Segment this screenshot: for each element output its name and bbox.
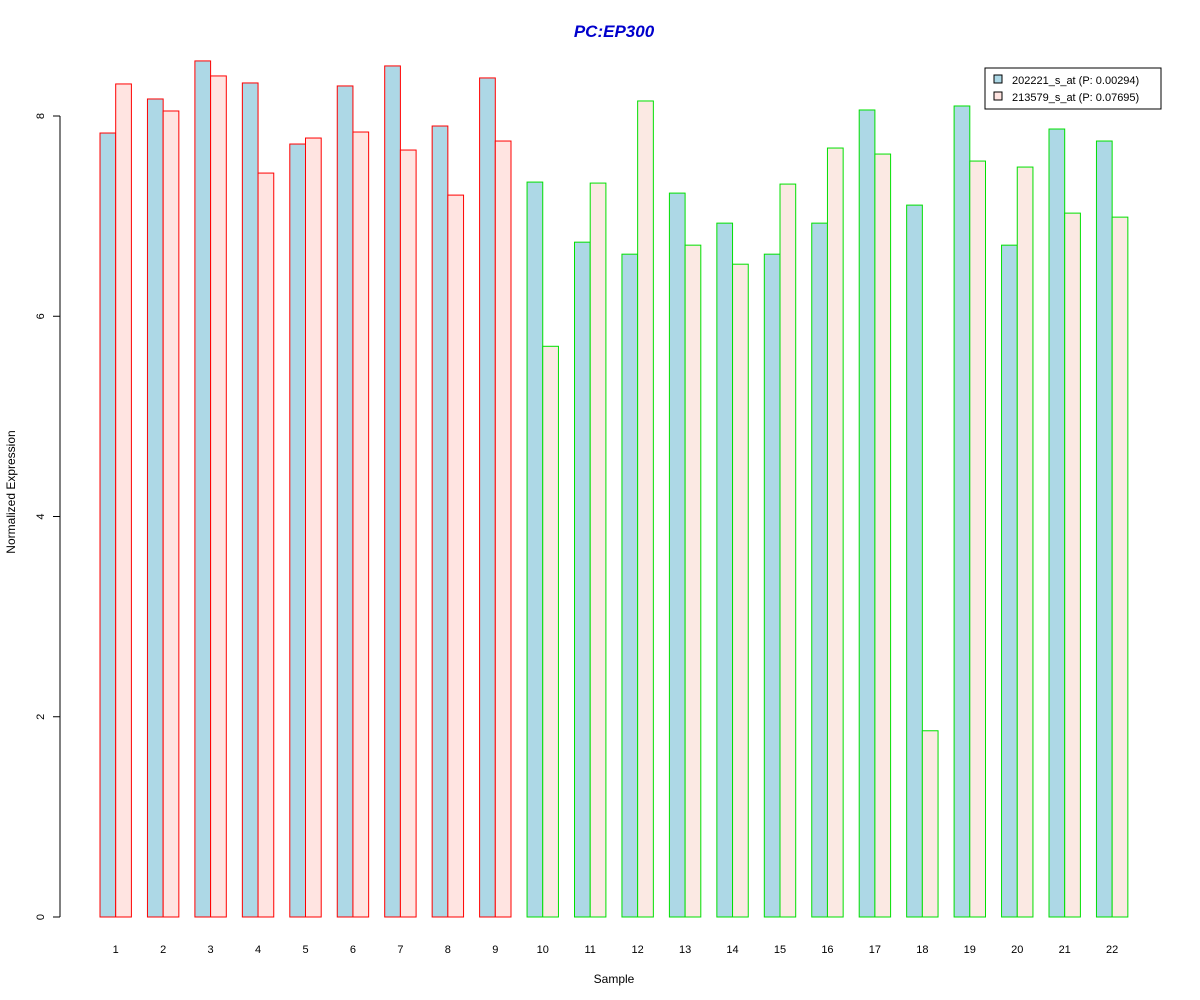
bar-s1-sample-9 [479, 77, 496, 918]
bar-s2-sample-2 [162, 110, 180, 918]
bar-s1-sample-7 [384, 65, 401, 918]
y-axis: 0 2 4 6 8 [35, 113, 61, 920]
bar-s2-sample-17 [874, 153, 892, 918]
y-tick-label: 8 [35, 113, 47, 119]
y-axis-label: Normalized Expression [4, 430, 18, 553]
x-tick-label: 7 [397, 944, 403, 956]
x-tick-label: 18 [916, 944, 928, 956]
bar-s2-sample-1 [115, 83, 132, 918]
y-tick-label: 4 [35, 513, 47, 519]
bar-s1-sample-16 [811, 222, 828, 918]
bar-s2-sample-8 [447, 194, 465, 918]
x-tick-label: 1 [113, 944, 119, 956]
x-axis-tick-labels: 1 2 3 4 5 6 7 8 9 10 11 12 13 14 15 16 17 18 19 20 21 22 [113, 944, 1119, 956]
bar-s1-sample-19 [953, 105, 971, 918]
bars-group [99, 60, 1129, 918]
bar-s2-sample-12 [637, 100, 654, 918]
bar-s2-sample-15 [779, 183, 797, 918]
x-tick-label: 21 [1059, 944, 1071, 956]
bar-s2-sample-11 [589, 182, 607, 918]
bar-s1-sample-5 [289, 143, 306, 918]
x-tick-label: 14 [726, 944, 738, 956]
bar-s1-sample-1 [99, 132, 117, 918]
bar-s2-sample-3 [210, 75, 227, 918]
bar-s2-sample-21 [1064, 212, 1081, 918]
x-tick-label: 22 [1106, 944, 1118, 956]
bar-s2-sample-6 [352, 131, 370, 918]
legend-box [984, 67, 1162, 110]
x-tick-label: 8 [445, 944, 451, 956]
legend-swatch-1 [993, 74, 1003, 84]
bar-s1-sample-14 [716, 222, 734, 918]
bar-s2-sample-16 [826, 147, 844, 918]
x-tick-label: 19 [964, 944, 976, 956]
x-tick-label: 20 [1011, 944, 1023, 956]
bar-s2-sample-20 [1016, 166, 1034, 918]
y-tick-label: 2 [35, 714, 47, 720]
bar-s1-sample-3 [194, 60, 212, 918]
bar-s2-sample-9 [494, 140, 512, 918]
legend: 202221_s_at (P: 0.00294) 213579_s_at (P:… [984, 67, 1162, 110]
y-tick-label: 6 [35, 313, 47, 319]
bar-s2-sample-5 [305, 137, 322, 918]
bar-s1-sample-15 [763, 253, 781, 918]
chart-title: PC:EP300 [574, 22, 655, 41]
bar-s1-sample-18 [906, 204, 923, 918]
x-tick-label: 15 [774, 944, 786, 956]
bar-s1-sample-13 [668, 192, 686, 918]
bar-s1-sample-6 [336, 85, 354, 918]
x-tick-label: 10 [537, 944, 549, 956]
x-tick-label: 2 [160, 944, 166, 956]
y-tick-label: 0 [35, 914, 47, 920]
bar-s2-sample-22 [1111, 216, 1129, 918]
bar-s2-sample-10 [542, 345, 559, 918]
bar-s1-sample-20 [1001, 244, 1018, 918]
bar-s1-sample-10 [526, 181, 544, 918]
bar-s1-sample-21 [1048, 128, 1066, 918]
bar-s2-sample-19 [969, 160, 986, 918]
x-tick-label: 9 [492, 944, 498, 956]
bar-s1-sample-11 [574, 241, 591, 918]
bar-s1-sample-22 [1095, 140, 1113, 918]
bar-s1-sample-17 [858, 109, 876, 918]
x-tick-label: 4 [255, 944, 261, 956]
bar-s1-sample-2 [146, 98, 164, 918]
bar-s2-sample-14 [732, 263, 749, 918]
legend-swatch-2 [993, 91, 1003, 101]
x-tick-label: 6 [350, 944, 356, 956]
bar-s2-sample-4 [257, 172, 275, 918]
legend-label-1: 202221_s_at (P: 0.00294) [1012, 75, 1139, 87]
bar-s2-sample-13 [684, 244, 702, 918]
x-tick-label: 17 [869, 944, 881, 956]
x-tick-label: 5 [302, 944, 308, 956]
bar-s2-sample-18 [921, 730, 939, 918]
x-tick-label: 12 [632, 944, 644, 956]
bar-s1-sample-12 [621, 253, 639, 918]
x-tick-label: 3 [208, 944, 214, 956]
legend-label-2: 213579_s_at (P: 0.07695) [1012, 92, 1139, 104]
x-tick-label: 11 [584, 944, 595, 956]
bar-s1-sample-4 [241, 82, 259, 918]
bar-s1-sample-8 [431, 125, 449, 918]
bar-s2-sample-7 [399, 149, 417, 918]
x-tick-label: 16 [821, 944, 833, 956]
x-axis-label: Sample [594, 972, 635, 986]
x-tick-label: 13 [679, 944, 691, 956]
